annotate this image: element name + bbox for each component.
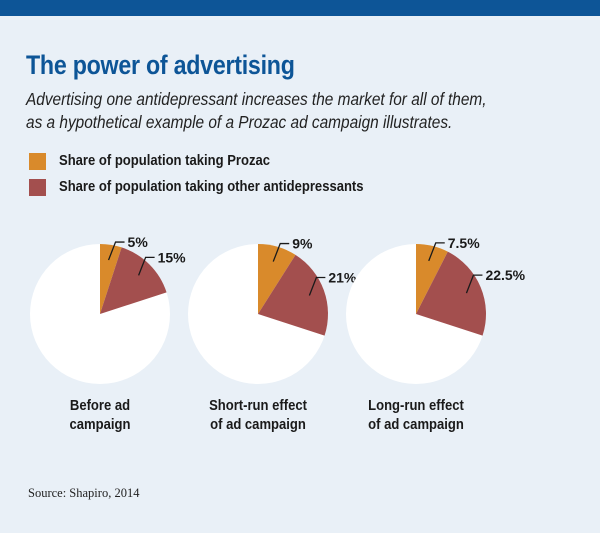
leader-line	[107, 241, 125, 261]
subtitle-line: as a hypothetical example of a Prozac ad…	[26, 112, 453, 132]
category-label-line: Short-run effect	[209, 398, 307, 414]
pie-chart: 7.5% 22.5%	[346, 235, 526, 384]
leader-line	[465, 274, 483, 294]
category-label-line: Long-run effect	[368, 398, 464, 414]
legend-swatch-prozac	[29, 152, 46, 170]
data-label: 15%	[158, 249, 187, 265]
legend-item-other: Share of population taking other antidep…	[29, 174, 397, 200]
data-label: 5%	[128, 234, 149, 250]
legend-label: Share of population taking Prozac	[59, 153, 271, 169]
data-label: 9%	[292, 236, 313, 252]
leader-line	[428, 242, 445, 262]
category-label-line: of ad campaign	[368, 417, 464, 433]
chart-subtitle: Advertising one antidepressant increases…	[26, 88, 487, 134]
legend: Share of population taking Prozac Share …	[29, 148, 397, 200]
category-label-line: of ad campaign	[210, 417, 306, 433]
data-label: 21%	[328, 270, 357, 286]
legend-swatch-other	[29, 178, 46, 196]
pie-chart: 9% 21%	[188, 236, 357, 384]
category-label: Long-run effect of ad campaign	[353, 397, 479, 435]
header-bar	[0, 0, 600, 16]
category-label: Before ad campaign	[37, 397, 163, 435]
subtitle-line: Advertising one antidepressant increases…	[26, 89, 487, 109]
leader-line	[138, 256, 155, 276]
pie-slice-prozac	[416, 244, 448, 314]
pie-slice-other	[258, 254, 329, 336]
source-note: Source: Shapiro, 2014	[28, 486, 140, 500]
category-label-line: campaign	[69, 417, 131, 433]
category-label-line: Before ad	[69, 398, 131, 414]
data-label: 22.5%	[485, 267, 525, 283]
pie-slice-prozac	[100, 244, 122, 314]
pie-slice-other	[100, 247, 167, 314]
leader-line	[308, 276, 326, 296]
legend-label: Share of population taking other antidep…	[59, 179, 364, 195]
data-label: 7.5%	[448, 235, 480, 251]
category-label: Short-run effect of ad campaign	[195, 397, 321, 435]
chart-title: The power of advertising	[26, 50, 295, 80]
pie-slice-prozac	[258, 244, 296, 314]
legend-item-prozac: Share of population taking Prozac	[29, 148, 397, 174]
leader-line	[272, 242, 290, 262]
pie-slice-other	[416, 251, 486, 336]
pie-chart: 5% 15%	[30, 234, 186, 384]
